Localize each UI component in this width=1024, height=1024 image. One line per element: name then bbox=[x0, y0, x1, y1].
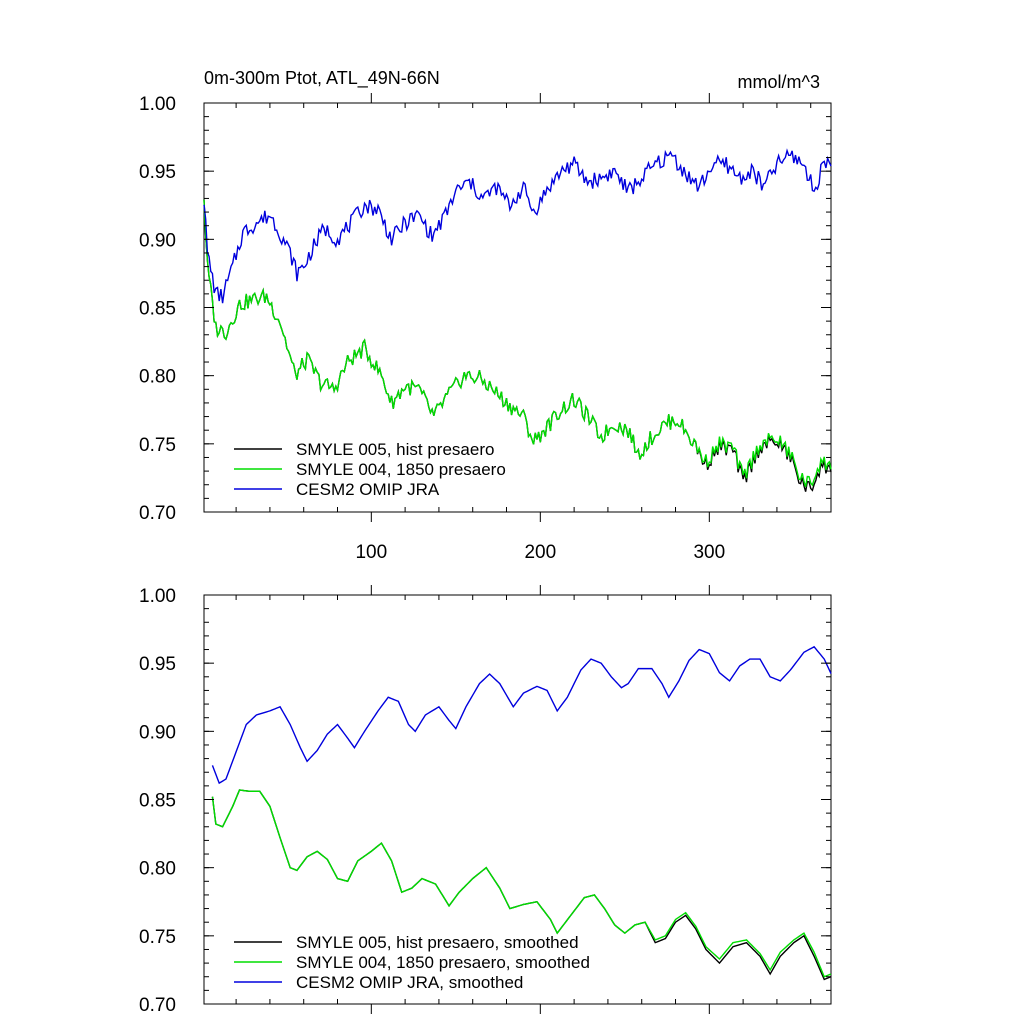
y-tick-label: 0.90 bbox=[139, 722, 176, 743]
y-tick-label: 0.95 bbox=[139, 654, 176, 675]
series-line bbox=[203, 199, 832, 488]
bottom-panel: 0.70 0.75 0.80 0.85 0.90 0.95 1.00 SMYLE 005, … bbox=[139, 585, 832, 1016]
series-line bbox=[211, 645, 832, 785]
y-tick-label: 0.75 bbox=[139, 927, 176, 948]
series-group bbox=[203, 148, 832, 492]
legend-label: CESM2 OMIP JRA, smoothed bbox=[296, 973, 523, 992]
y-tick-label: 1.00 bbox=[139, 586, 176, 607]
y-tick-label: 0.70 bbox=[139, 995, 176, 1016]
top-panel: 0m-300m Ptot, ATL_49N-66N mmol/m^3 0.700… bbox=[139, 68, 832, 563]
y-tick-label: 0.90 bbox=[139, 230, 176, 251]
legend-label: CESM2 OMIP JRA bbox=[296, 480, 440, 499]
series-line bbox=[203, 148, 832, 304]
y-tick-label: 0.80 bbox=[139, 859, 176, 880]
x-tick-label: 100 bbox=[355, 542, 387, 563]
y-tick-label: 0.85 bbox=[139, 299, 176, 320]
legend-label: SMYLE 004, 1850 presaero, smoothed bbox=[296, 953, 590, 972]
y-tick-label: 0.75 bbox=[139, 435, 176, 456]
y-tick-label: 1.00 bbox=[139, 94, 176, 115]
x-tick-label: 200 bbox=[524, 542, 556, 563]
y-tick-label: 0.70 bbox=[139, 503, 176, 524]
axes-group: 0.70 0.75 0.80 0.85 0.90 0.95 1.00 bbox=[139, 585, 831, 1016]
y-tick-label: 0.95 bbox=[139, 162, 176, 183]
legend-label: SMYLE 005, hist presaero bbox=[296, 440, 494, 459]
series-group bbox=[211, 645, 832, 981]
legend-label: SMYLE 004, 1850 presaero bbox=[296, 460, 506, 479]
units-label: mmol/m^3 bbox=[738, 72, 820, 92]
series-line bbox=[211, 789, 832, 978]
axes-group: 0.70 0.75 0.80 0.85 0.90 0.95 1.00 100 200 300 bbox=[139, 93, 831, 563]
y-tick-label: 0.80 bbox=[139, 367, 176, 388]
chart-title: 0m-300m Ptot, ATL_49N-66N bbox=[204, 68, 440, 89]
legend: SMYLE 005, hist presaero, smoothedSMYLE … bbox=[234, 933, 590, 992]
legend-label: SMYLE 005, hist presaero, smoothed bbox=[296, 933, 579, 952]
y-tick-label: 0.85 bbox=[139, 791, 176, 812]
x-tick-label: 300 bbox=[693, 542, 725, 563]
